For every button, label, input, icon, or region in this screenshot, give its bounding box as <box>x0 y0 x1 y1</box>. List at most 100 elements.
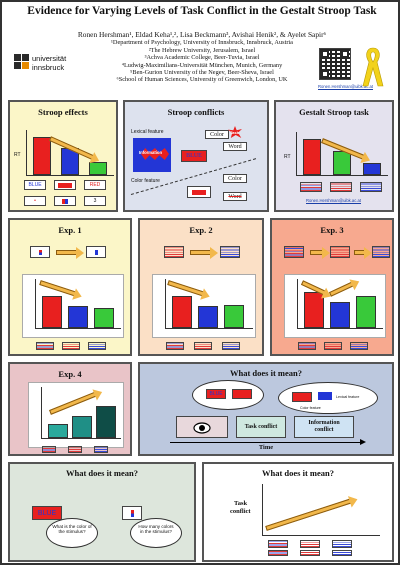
flow-arrow <box>190 247 218 259</box>
panel-exp3: Exp. 3 <box>270 218 394 356</box>
affiliation-2: ²The Hebrew University, Jerusalem, Israe… <box>148 46 256 54</box>
logo-square <box>14 54 21 61</box>
bar <box>356 296 376 328</box>
chart-frame <box>152 274 256 338</box>
bar <box>96 406 116 438</box>
stimulus-lines <box>324 342 342 350</box>
stimulus-lines <box>62 342 80 350</box>
panel-title: Gestalt Stroop task <box>299 107 369 117</box>
bar <box>198 306 218 328</box>
stimulus-lines <box>330 246 350 258</box>
lexical-feature-label: Lexical feature <box>336 395 360 399</box>
color-task-box: Color <box>205 130 229 139</box>
stimulus-lines <box>220 246 240 258</box>
author-names: Ronen Hershman¹, Eldad Keha¹,², Lisa Bec… <box>77 30 327 39</box>
awareness-ribbon-icon <box>362 47 384 87</box>
info-conflict-line1: Information <box>308 420 340 426</box>
panel-meaning-timeline: What does it mean? BLUE Lexical feature … <box>138 362 394 456</box>
color-feature-label: Color feature <box>131 178 160 184</box>
contact-email[interactable]: Ronen.Hershman@uibk.ac.at <box>318 84 373 89</box>
question-stimulus-word: BLUE <box>32 506 62 520</box>
panel-meaning-conflict: What does it mean? Task conflict <box>202 462 394 562</box>
chart-frame <box>22 274 124 338</box>
panel-title: Stroop effects <box>38 107 88 117</box>
panel-exp4: Exp. 4 <box>8 362 132 456</box>
qr-corner <box>321 70 329 78</box>
bar <box>68 306 88 328</box>
panel-title: Stroop conflicts <box>167 107 225 117</box>
word-task-box: Word <box>223 142 247 151</box>
stimulus-lines <box>284 246 304 258</box>
stimulus-squares <box>54 196 76 206</box>
stimulus-lines <box>36 342 54 350</box>
question-stimulus-icon <box>122 506 142 520</box>
cloud-stimulus: BLUE <box>206 389 226 399</box>
bar <box>330 302 350 328</box>
poster-title: Evidence for Varying Levels of Task Conf… <box>27 5 377 17</box>
stimulus-lines <box>300 550 320 556</box>
rt-label: RT <box>284 154 291 160</box>
panel-email[interactable]: Ronen.Hershman@uibk.ac.at <box>306 198 361 203</box>
chart-axes <box>26 130 114 176</box>
bar-incongruent <box>303 139 321 175</box>
stimulus-word: RED <box>84 180 106 190</box>
stimulus-lines <box>268 540 288 548</box>
panel-title: What does it mean? <box>229 368 302 378</box>
stimulus-dots: • <box>24 196 46 206</box>
task-conflict-box: Task conflict <box>236 416 286 438</box>
cloud-stimulus <box>292 392 312 402</box>
chart-frame <box>28 382 124 448</box>
information-conflict-box: Information conflict <box>294 416 354 438</box>
panel-exp2: Exp. 2 <box>138 218 264 356</box>
stimulus-lines <box>298 342 316 350</box>
thought-cloud <box>192 380 264 410</box>
panel-title: Exp. 3 <box>320 225 344 235</box>
bar <box>42 296 62 328</box>
stimulus-lines <box>268 550 288 556</box>
logo-text-1: universität <box>32 54 67 63</box>
stimulus-red-bar <box>187 186 211 198</box>
bar <box>94 308 114 328</box>
stimulus-lines <box>360 182 382 192</box>
color-task-box: Color <box>223 174 247 183</box>
bar <box>224 305 244 328</box>
qr-code[interactable] <box>319 48 351 80</box>
rt-label: RT <box>14 152 21 158</box>
task-label: Task <box>230 130 239 135</box>
bar <box>72 416 92 438</box>
flow-arrow <box>56 247 84 259</box>
affiliation-5: ⁵Ben-Gurion University of the Negev, Bee… <box>130 69 274 77</box>
panel-title: Exp. 2 <box>189 225 213 235</box>
panel-gestalt-stroop: Gestalt Stroop task RT Ronen.Hershman@ui… <box>274 100 394 212</box>
conflict-axes <box>262 484 380 536</box>
stimulus-lines <box>300 540 320 548</box>
logo-text-2: innsbruck <box>32 63 65 72</box>
stimulus-lines <box>166 342 184 350</box>
chart-axes <box>297 279 383 329</box>
chart-axes <box>296 132 388 176</box>
cloud-stimulus-blue <box>318 392 332 400</box>
stimulus-lines <box>330 182 352 192</box>
qr-corner <box>321 50 329 58</box>
panel-title: What does it mean? <box>261 468 334 478</box>
panel-title: Exp. 1 <box>58 225 82 235</box>
stimulus-lines <box>194 342 212 350</box>
bar <box>48 424 68 438</box>
chart-axes <box>41 387 121 439</box>
affiliation-3: ³Achva Academic College, Beer-Tuvia, Isr… <box>144 54 260 62</box>
bar <box>172 296 192 328</box>
panel-title: What does it mean? <box>65 468 138 478</box>
panel-exp1: Exp. 1 <box>8 218 132 356</box>
stimulus-lines <box>94 446 108 453</box>
ylabel-task: Task <box>234 500 248 507</box>
affiliation-1: ¹Department of Psychology, University of… <box>111 39 293 47</box>
flow-arrow <box>354 247 372 259</box>
info-conflict-line2: conflict <box>314 427 334 433</box>
stimulus-lines <box>68 446 82 453</box>
chart-axes <box>165 279 253 329</box>
thought-cloud <box>46 518 98 548</box>
stimulus-lines <box>222 342 240 350</box>
stimulus-lines <box>300 182 322 192</box>
question-count: How many colors in the stimulus? <box>138 524 174 534</box>
